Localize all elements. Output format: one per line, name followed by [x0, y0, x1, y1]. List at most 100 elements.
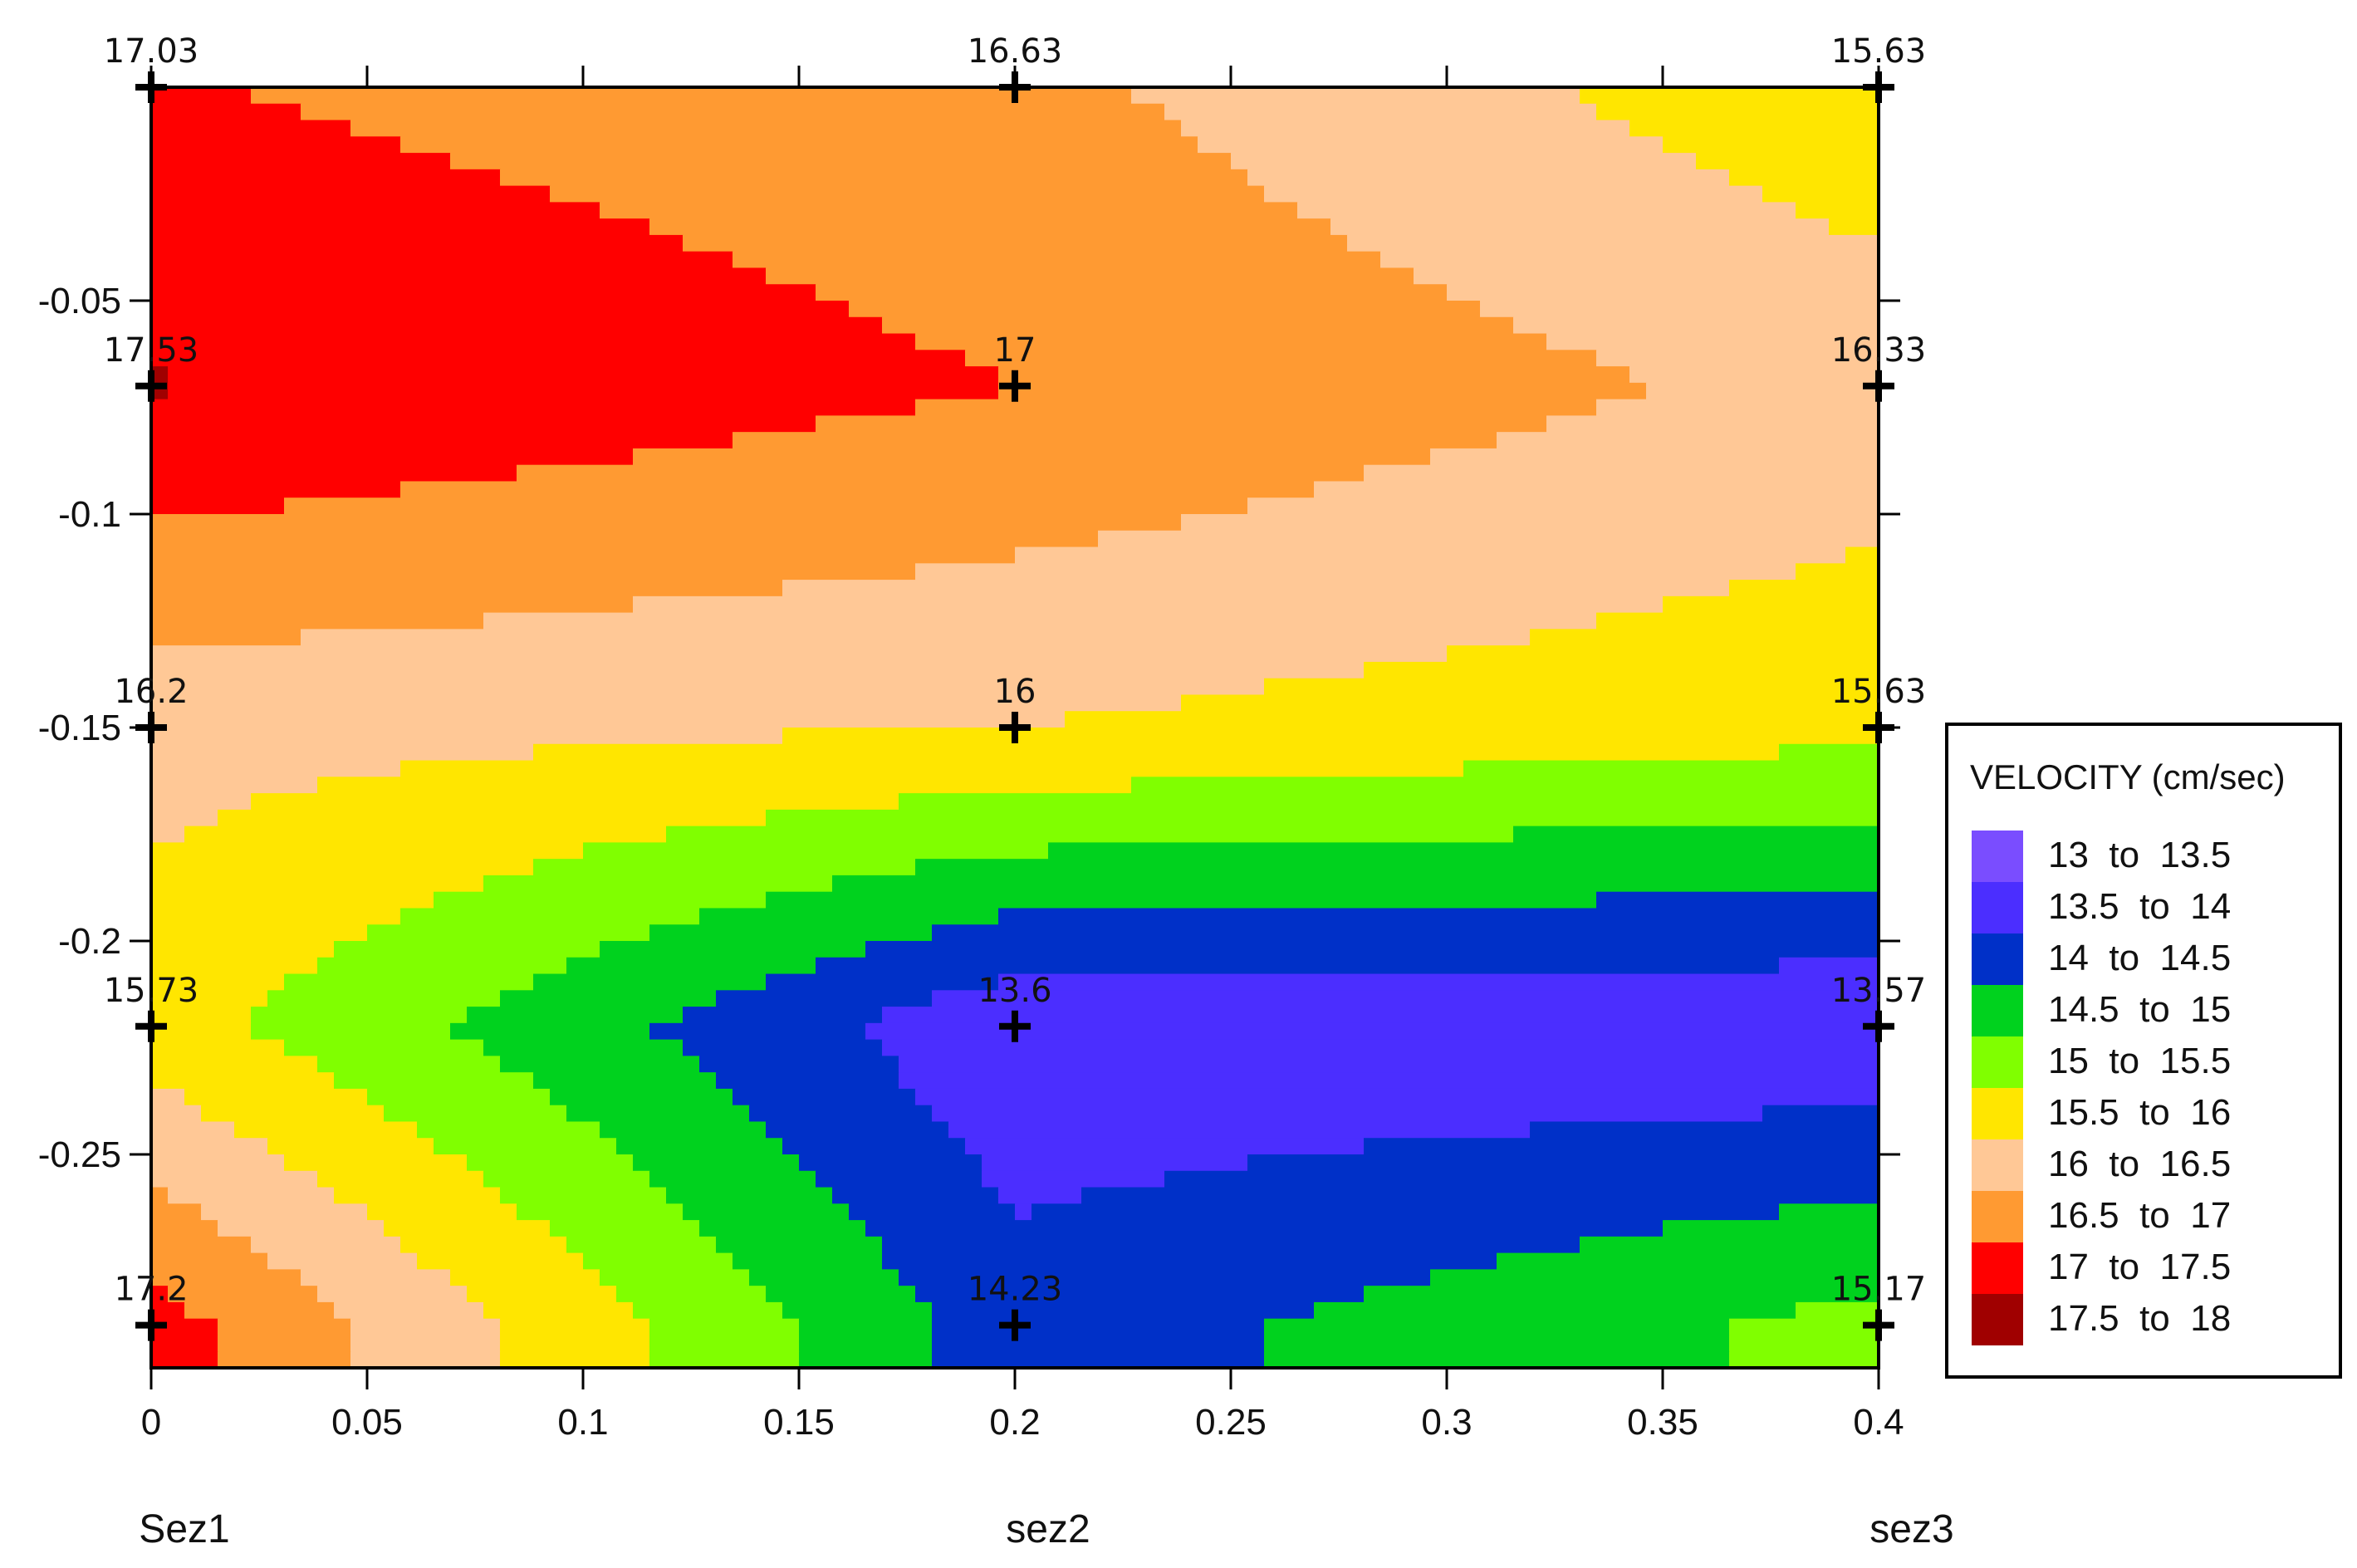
- contour-cell: [467, 1154, 634, 1172]
- contour-cell: [1463, 760, 1879, 777]
- section-labels: Sez1 sez2 sez3: [139, 1507, 1953, 1551]
- contour-cell: [1314, 1301, 1796, 1320]
- contour-cell: [1546, 415, 1879, 433]
- contour-cell: [251, 1007, 468, 1024]
- legend-entry: 15 to 15.5: [1972, 1036, 2231, 1088]
- contour-cell: [550, 185, 1265, 203]
- contour-cell: [533, 973, 767, 991]
- measurement-point: 17.53: [104, 331, 198, 402]
- legend-label: 16 to 16.5: [2048, 1144, 2231, 1184]
- contour-cell: [151, 514, 1182, 532]
- contour-cell: [151, 185, 551, 203]
- cross-marker-icon: [1863, 71, 1894, 103]
- contour-cell: [151, 563, 916, 581]
- contour-cell: [1546, 333, 1879, 350]
- contour-cell: [218, 1351, 351, 1368]
- contour-cell: [151, 1154, 285, 1172]
- contour-cell: [350, 1335, 501, 1352]
- contour-cell: [766, 1286, 916, 1303]
- contour-cell: [483, 1039, 684, 1056]
- contour-cell: [151, 267, 767, 285]
- contour-cell: [151, 793, 252, 811]
- legend-label: 17 to 17.5: [2048, 1247, 2231, 1287]
- contour-cell: [616, 1286, 767, 1303]
- contour-cell: [816, 415, 1547, 433]
- contour-cell: [151, 136, 401, 154]
- contour-cell: [849, 301, 1481, 318]
- contour-cell: [151, 1187, 169, 1204]
- contour-cell: [151, 1236, 252, 1254]
- contour-cell: [334, 1072, 534, 1090]
- x-tick-label: 0.2: [989, 1402, 1040, 1443]
- legend-entry: 16 to 16.5: [1972, 1139, 2231, 1191]
- contour-cell: [467, 1007, 684, 1024]
- contour-cell: [151, 87, 252, 105]
- contour-cell: [1696, 153, 1879, 170]
- contour-cell: [1762, 1105, 1879, 1123]
- contour-cell: [1497, 432, 1879, 449]
- contour-cell: [500, 990, 717, 1007]
- legend-entry: 13 to 13.5: [1972, 831, 2231, 882]
- contour-cell: [1779, 957, 1879, 975]
- contour-cell: [1629, 120, 1879, 137]
- contour-cell: [1364, 661, 1879, 679]
- contour-cell: [649, 1318, 800, 1336]
- contour-cell: [168, 382, 999, 400]
- contour-cell: [683, 1039, 883, 1056]
- contour-cell: [500, 1335, 650, 1352]
- contour-cell: [151, 1286, 169, 1303]
- contour-cell: [483, 1301, 634, 1320]
- contour-cell: [317, 777, 1132, 794]
- contour-cell: [151, 202, 600, 219]
- measurement-point: 17.2: [114, 1271, 189, 1341]
- contour-cell: [168, 1187, 335, 1204]
- contour-cell: [400, 136, 1198, 154]
- contour-cell: [151, 415, 816, 433]
- contour-cell: [899, 1269, 1431, 1286]
- contour-cell: [151, 1252, 268, 1270]
- contour-cell: [915, 399, 1597, 416]
- contour-cell: [151, 809, 218, 827]
- contour-cell: [1031, 1203, 1780, 1221]
- section-label: sez3: [1869, 1507, 1953, 1551]
- contour-cell: [350, 1351, 501, 1368]
- contour-cell: [998, 382, 1647, 400]
- contour-cell: [583, 842, 1049, 860]
- point-value-label: 15.73: [104, 972, 199, 1010]
- contour-cell: [1829, 218, 1879, 236]
- contour-cell: [201, 1105, 385, 1123]
- y-tick-label: -0.15: [38, 708, 121, 748]
- contour-cell: [699, 908, 999, 925]
- contour-cell: [816, 957, 1780, 975]
- contour-cell: [932, 1301, 1315, 1320]
- contour-cell: [1231, 153, 1697, 170]
- contour-cell: [865, 1022, 1879, 1041]
- x-tick-label: 0.05: [331, 1402, 403, 1443]
- measurement-point: 17: [994, 331, 1036, 402]
- contour-cell: [932, 990, 1879, 1007]
- point-value-label: 15.63: [1831, 673, 1927, 711]
- contour-cell: [766, 1121, 949, 1139]
- contour-cell: [965, 1138, 1365, 1155]
- measurement-points: 17.03 17.53 16.2 15.73 17.2 16.63 17 16 13.6 14.2…: [104, 32, 1927, 1341]
- contour-cell: [151, 301, 850, 318]
- contour-cell: [151, 1007, 252, 1024]
- contour-cell: [500, 169, 1248, 187]
- contour-cell: [151, 711, 1066, 728]
- contour-cell: [849, 1203, 1016, 1221]
- legend-swatch: [1972, 985, 2023, 1036]
- legend-entry: 17.5 to 18: [1972, 1294, 2231, 1345]
- contour-cell: [151, 234, 684, 252]
- contour-cell: [151, 957, 318, 975]
- contour-cell: [151, 973, 285, 991]
- contour-cell: [517, 464, 1365, 483]
- x-tick-label: 0.3: [1421, 1402, 1472, 1443]
- measurement-point: 13.57: [1831, 972, 1926, 1042]
- contour-cell: [766, 973, 999, 991]
- contour-cell: [733, 432, 1497, 449]
- contour-cell: [400, 760, 1464, 777]
- contour-cell: [284, 1039, 484, 1056]
- contour-cell: [450, 153, 1232, 170]
- contour-cell: [1430, 1269, 1879, 1286]
- contour-cell: [483, 875, 833, 893]
